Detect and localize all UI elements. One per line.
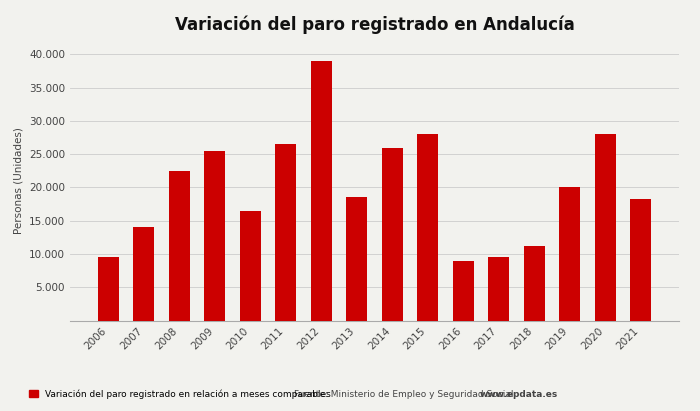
Bar xyxy=(275,144,296,321)
Bar xyxy=(169,171,190,321)
Text: Fuente: Ministerio de Empleo y Seguridad Social,: Fuente: Ministerio de Empleo y Seguridad… xyxy=(294,390,519,399)
Bar xyxy=(204,151,225,321)
Bar xyxy=(630,199,651,321)
Bar xyxy=(453,261,474,321)
Bar xyxy=(133,227,155,321)
Bar xyxy=(488,257,510,321)
Bar xyxy=(346,197,368,321)
Bar xyxy=(417,134,438,321)
Bar xyxy=(239,211,261,321)
Bar xyxy=(382,148,403,321)
Bar xyxy=(559,187,580,321)
Bar xyxy=(524,246,545,321)
Bar xyxy=(98,257,119,321)
Legend: Variación del paro registrado en relación a meses comparables: Variación del paro registrado en relació… xyxy=(25,386,335,402)
Y-axis label: Personas (Unidades): Personas (Unidades) xyxy=(13,127,24,234)
Title: Variación del paro registrado en Andalucía: Variación del paro registrado en Andaluc… xyxy=(174,16,575,34)
Text: www.epdata.es: www.epdata.es xyxy=(480,390,558,399)
Bar xyxy=(311,61,332,321)
Bar xyxy=(594,134,616,321)
